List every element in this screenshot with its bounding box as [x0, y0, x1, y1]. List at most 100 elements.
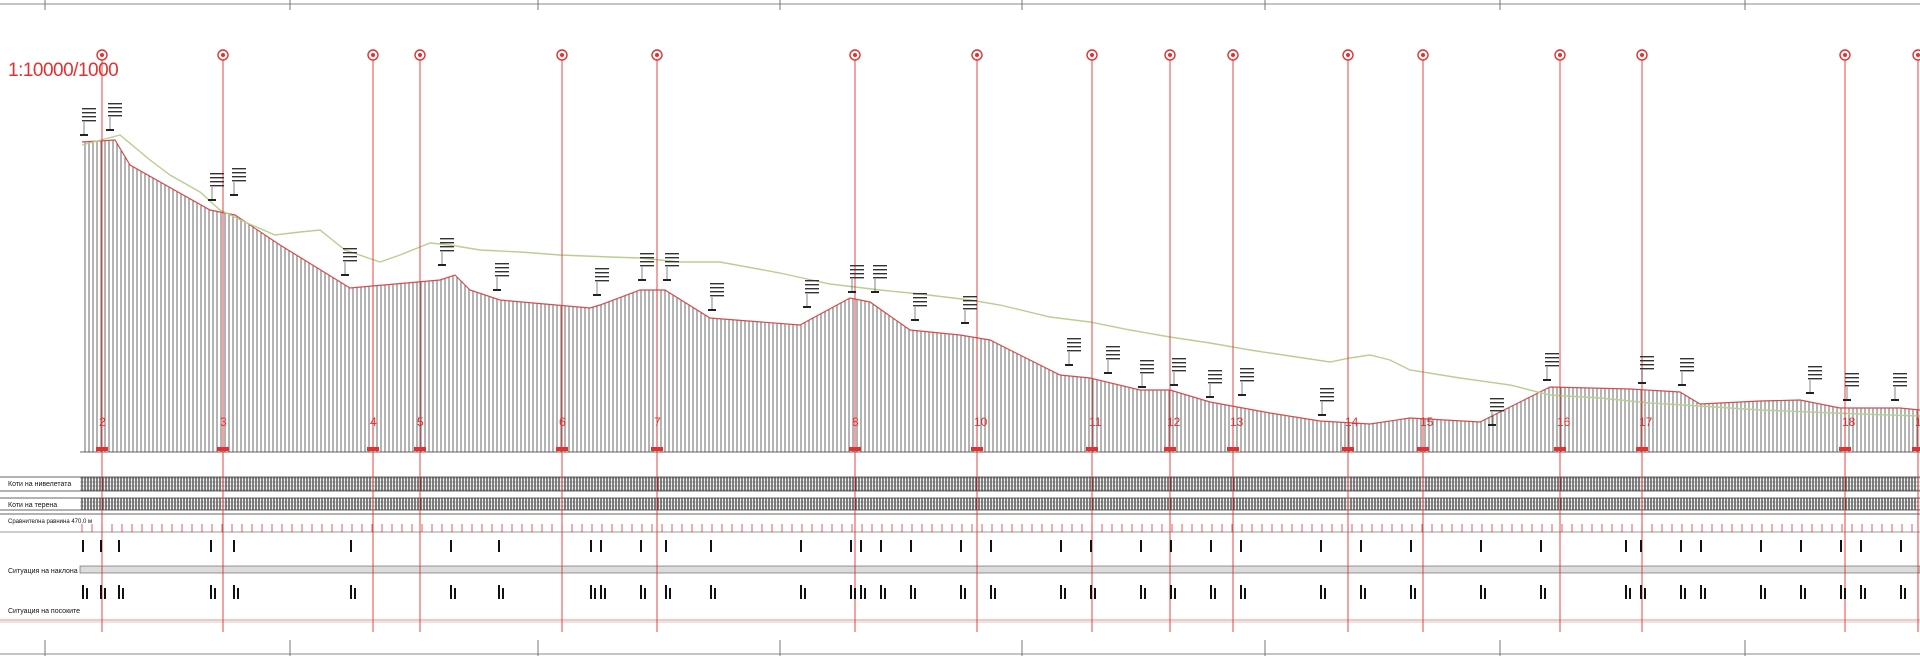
data-bands	[0, 476, 1920, 623]
station-marker-7: 7	[651, 49, 663, 632]
station-number: 15	[1420, 415, 1434, 429]
plan-tick	[640, 585, 642, 599]
station-tick	[1860, 540, 1862, 552]
plan-tick	[1480, 585, 1482, 599]
station-number: 19	[1915, 415, 1920, 429]
plan-tick	[1760, 585, 1762, 599]
station-number: 12	[1167, 415, 1181, 429]
station-number: 5	[417, 415, 424, 429]
station-tick	[1625, 540, 1627, 552]
elevation-annotation	[1543, 353, 1559, 381]
station-tick	[498, 540, 500, 552]
station-tick	[910, 540, 912, 552]
elevation-annotation	[593, 268, 609, 296]
plan-tick	[1800, 585, 1802, 599]
station-number: 2	[99, 415, 106, 429]
station-marker-4: 4	[367, 49, 379, 632]
station-number: 17	[1639, 415, 1653, 429]
station-marker-15: 15	[1417, 49, 1434, 632]
station-tick	[1140, 540, 1142, 552]
station-tick	[1540, 540, 1542, 552]
plan-tick	[210, 585, 212, 599]
elevation-annotation	[1843, 373, 1859, 401]
row-label-grade-alignment: Ситуация на наклона	[8, 568, 78, 575]
plan-tick	[450, 585, 452, 599]
plan-tick	[1320, 585, 1322, 599]
elevation-annotation	[493, 263, 509, 291]
station-tick	[1840, 540, 1842, 552]
station-number: 16	[1557, 415, 1571, 429]
station-tick	[1170, 540, 1172, 552]
station-number: 11	[1089, 415, 1102, 429]
plan-tick	[1840, 585, 1842, 599]
plan-tick	[100, 585, 102, 599]
station-number: 14	[1345, 415, 1359, 429]
station-marker-19: 19	[1912, 49, 1920, 632]
elevation-annotation	[1170, 358, 1186, 386]
station-markers: 2 3 4 5 6 7 8 10 11 12 13 14 15 16 17 18 19	[96, 49, 1920, 632]
plan-tick	[1090, 585, 1092, 599]
station-tick	[210, 540, 212, 552]
elevation-annotation	[803, 280, 819, 308]
plan-tick	[1860, 585, 1862, 599]
plan-tick	[880, 585, 882, 599]
station-tick	[450, 540, 452, 552]
elevation-annotations	[80, 103, 1907, 426]
station-tick	[100, 540, 102, 552]
plan-tick	[665, 585, 667, 599]
elevation-annotation	[106, 103, 122, 131]
plan-tick	[1900, 585, 1902, 599]
station-number: 6	[559, 415, 566, 429]
station-marker-13: 13	[1227, 49, 1244, 632]
station-tick	[1800, 540, 1802, 552]
station-marker-18: 18	[1839, 49, 1856, 632]
profile-hatch-fill	[82, 140, 1920, 452]
station-number: 13	[1230, 415, 1244, 429]
station-tick	[82, 540, 84, 552]
station-tick	[1700, 540, 1702, 552]
station-marker-17: 17	[1636, 49, 1653, 632]
plan-tick	[1060, 585, 1062, 599]
design-grade-line	[81, 139, 1920, 425]
station-tick	[590, 540, 592, 552]
terrain-line	[81, 134, 1920, 417]
elevation-annotation	[1678, 358, 1694, 386]
station-number: 4	[370, 415, 377, 429]
elevation-annotation	[1318, 388, 1334, 416]
band-datum-ticks	[80, 524, 1920, 532]
plan-tick	[498, 585, 500, 599]
station-tick	[1090, 540, 1092, 552]
band-slope	[79, 565, 1920, 574]
station-tick	[640, 540, 642, 552]
station-marker-8: 8	[849, 49, 861, 632]
station-marker-11: 11	[1086, 49, 1102, 632]
station-tick	[233, 540, 235, 552]
plan-tick	[590, 585, 592, 599]
elevation-annotation	[230, 168, 246, 196]
profile-area	[80, 134, 1920, 453]
plan-tick	[1540, 585, 1542, 599]
station-tick	[1360, 540, 1362, 552]
row-label-datum: Сравнителна равнина 470.0 м	[8, 519, 93, 525]
station-number: 18	[1842, 415, 1856, 429]
station-marker-12: 12	[1164, 49, 1181, 632]
plan-tick	[118, 585, 120, 599]
elevation-annotation	[911, 293, 927, 321]
bottom-frame-ticks	[44, 0, 1906, 656]
station-marker-14: 14	[1342, 49, 1359, 632]
plan-tick	[990, 585, 992, 599]
station-tick	[710, 540, 712, 552]
plan-tick	[960, 585, 962, 599]
station-tick	[860, 540, 862, 552]
station-tick	[1480, 540, 1482, 552]
station-marker-6: 6	[556, 49, 568, 632]
row-label-plan-alignment: Ситуация на посоките	[8, 608, 81, 615]
station-tick	[1410, 540, 1412, 552]
plan-tick	[860, 585, 862, 599]
station-tick	[1760, 540, 1762, 552]
elevation-annotation	[708, 283, 724, 311]
elevation-annotation	[341, 248, 357, 276]
elevation-annotation	[638, 253, 654, 281]
plan-tick	[1140, 585, 1142, 599]
